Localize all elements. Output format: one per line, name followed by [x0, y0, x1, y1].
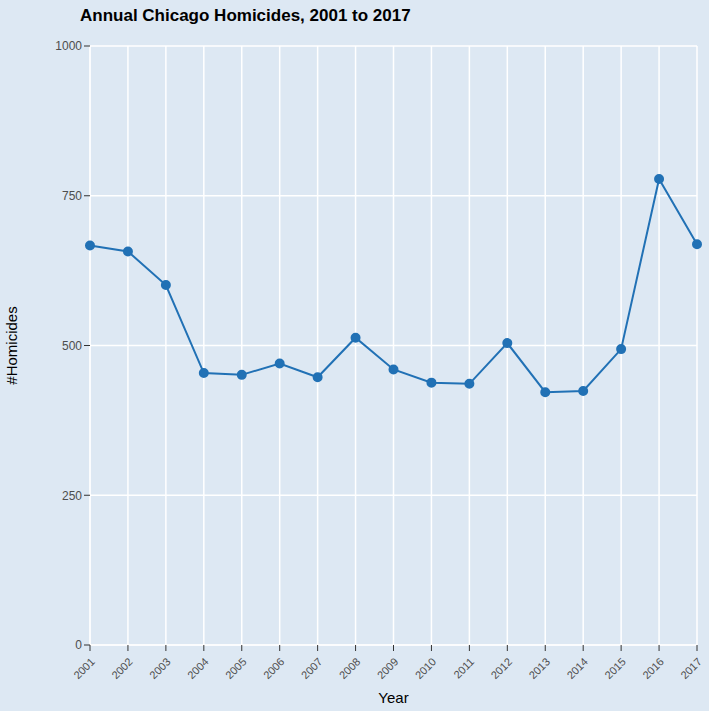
svg-text:2014: 2014 [564, 655, 590, 681]
svg-text:2017: 2017 [678, 655, 701, 681]
svg-text:2013: 2013 [526, 655, 552, 681]
svg-text:250: 250 [62, 489, 82, 503]
svg-text:2012: 2012 [488, 655, 514, 681]
html-text:Annual Chicago Homicides, 2001: Annual Chicago Homicides, 2001 to 2017 [80, 6, 411, 25]
svg-text:2008: 2008 [337, 655, 363, 681]
svg-text:2003: 2003 [147, 655, 173, 681]
svg-text:2009: 2009 [375, 655, 401, 681]
svg-text:750: 750 [62, 189, 82, 203]
svg-text:#Homicides: #Homicides [8, 306, 20, 384]
svg-text:2002: 2002 [109, 655, 135, 681]
svg-text:2015: 2015 [602, 655, 628, 681]
svg-text:Year: Year [378, 689, 408, 706]
svg-text:500: 500 [62, 339, 82, 353]
svg-text:2001: 2001 [71, 655, 97, 681]
svg-text:2005: 2005 [223, 655, 249, 681]
svg-text:2016: 2016 [640, 655, 666, 681]
svg-text:1000: 1000 [55, 39, 82, 53]
svg-text:2010: 2010 [413, 655, 439, 681]
svg-text:2011: 2011 [451, 655, 476, 680]
svg-text:2004: 2004 [185, 655, 211, 681]
svg-text:2006: 2006 [261, 655, 287, 681]
svg-text:2007: 2007 [299, 655, 325, 681]
svg-text:0: 0 [75, 638, 82, 652]
